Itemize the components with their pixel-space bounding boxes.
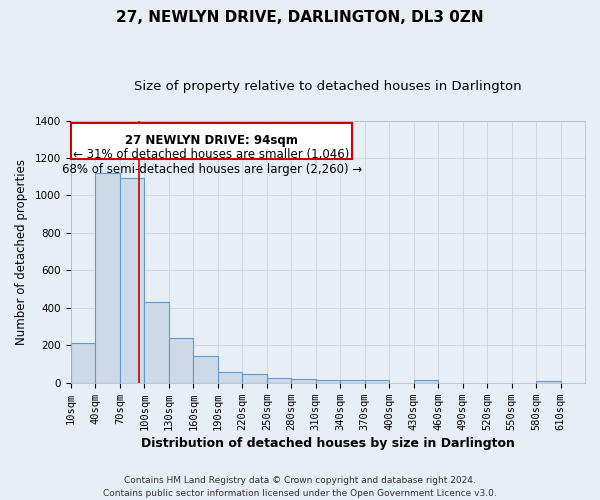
FancyBboxPatch shape (71, 124, 352, 159)
Bar (536, 381, 560, 383)
Bar (218, 372, 242, 383)
Text: 27 NEWLYN DRIVE: 94sqm: 27 NEWLYN DRIVE: 94sqm (125, 134, 298, 147)
Bar (242, 374, 267, 383)
Bar (365, 380, 389, 383)
Text: ← 31% of detached houses are smaller (1,046): ← 31% of detached houses are smaller (1,… (73, 148, 350, 162)
Text: 68% of semi-detached houses are larger (2,260) →: 68% of semi-detached houses are larger (… (62, 162, 362, 175)
Text: Contains HM Land Registry data © Crown copyright and database right 2024.
Contai: Contains HM Land Registry data © Crown c… (103, 476, 497, 498)
Bar (291, 379, 316, 383)
Y-axis label: Number of detached properties: Number of detached properties (15, 158, 28, 344)
Bar (71, 344, 95, 383)
Bar (193, 356, 218, 383)
Bar (95, 173, 120, 383)
Title: Size of property relative to detached houses in Darlington: Size of property relative to detached ho… (134, 80, 522, 93)
Bar (169, 338, 193, 383)
Bar (340, 380, 365, 383)
Bar (145, 302, 169, 383)
Bar (316, 380, 340, 383)
Bar (120, 178, 145, 383)
X-axis label: Distribution of detached houses by size in Darlington: Distribution of detached houses by size … (141, 437, 515, 450)
Bar (267, 378, 291, 383)
Bar (413, 380, 438, 383)
Text: 27, NEWLYN DRIVE, DARLINGTON, DL3 0ZN: 27, NEWLYN DRIVE, DARLINGTON, DL3 0ZN (116, 10, 484, 25)
